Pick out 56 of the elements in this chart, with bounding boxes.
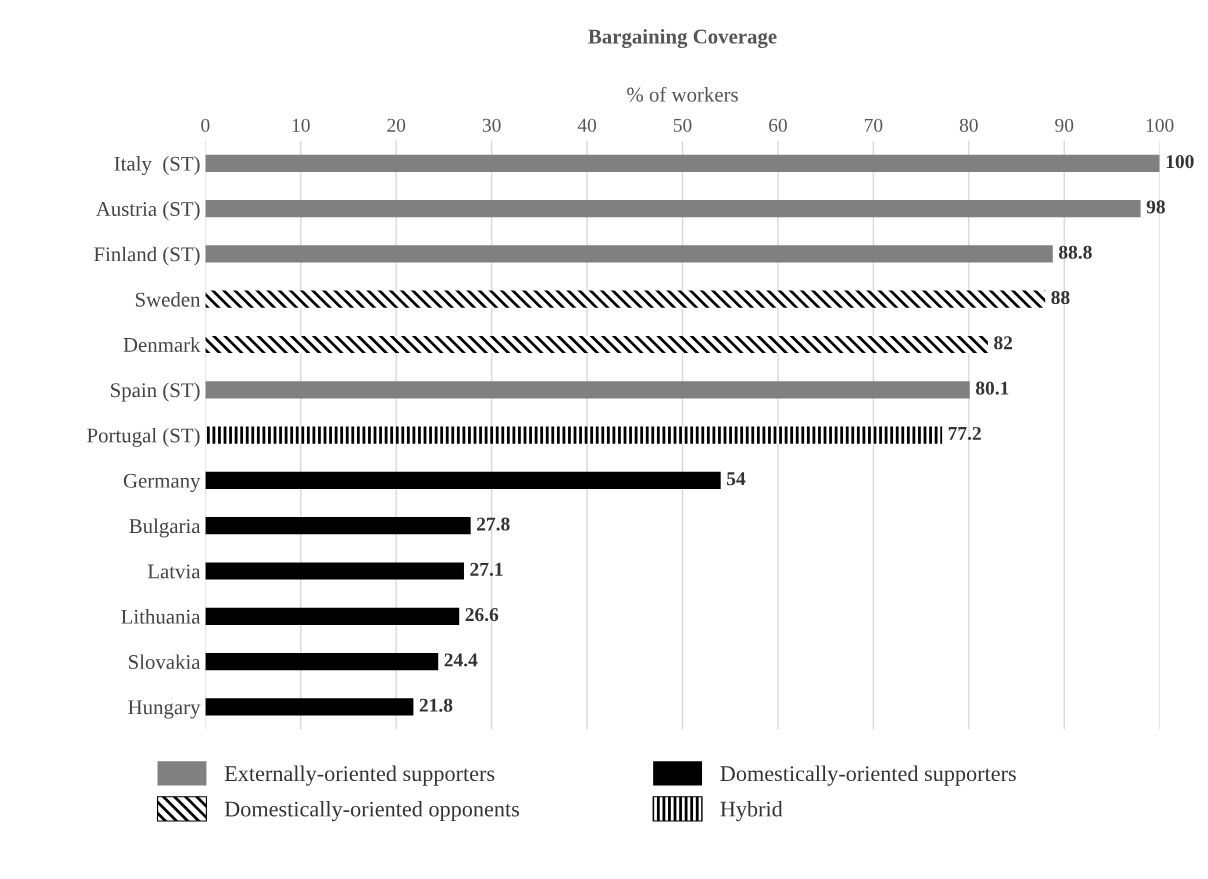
x-axis-title: % of workers bbox=[627, 86, 738, 102]
x-tick-label: 10 bbox=[292, 118, 310, 132]
bar bbox=[205, 471, 721, 490]
data-label: 88 bbox=[1051, 290, 1070, 305]
y-tick-label: Lithuania bbox=[121, 609, 201, 624]
bar bbox=[205, 154, 1160, 172]
data-label: 54 bbox=[727, 472, 746, 486]
bar bbox=[205, 698, 414, 716]
data-label: 88.8 bbox=[1059, 245, 1092, 259]
y-tick-label: Italy (ST) bbox=[114, 156, 200, 176]
x-tick-label: 50 bbox=[673, 118, 692, 132]
legend-label: Domestically-oriented opponents bbox=[224, 800, 519, 822]
y-tick-label: Bulgaria bbox=[129, 518, 201, 538]
y-tick-label: Finland (ST) bbox=[94, 246, 200, 266]
bar bbox=[205, 245, 1053, 263]
x-tick-label: 100 bbox=[1146, 118, 1174, 132]
x-tick-label: 90 bbox=[1055, 118, 1074, 132]
y-tick-label: Sweden bbox=[135, 291, 201, 307]
bar bbox=[205, 653, 439, 671]
legend-label: Hybrid bbox=[720, 800, 783, 822]
data-label: 77.2 bbox=[948, 426, 981, 441]
bar bbox=[205, 426, 943, 444]
data-label: 98 bbox=[1146, 200, 1165, 214]
bar bbox=[205, 517, 471, 535]
x-tick-label: 40 bbox=[577, 118, 597, 132]
data-label: 26.6 bbox=[465, 608, 499, 622]
data-label: 24.4 bbox=[444, 653, 478, 667]
data-label: 27.1 bbox=[470, 562, 503, 576]
y-tick-label: Spain (ST) bbox=[111, 382, 200, 402]
bar bbox=[205, 290, 1046, 308]
x-tick-label: 0 bbox=[201, 118, 210, 132]
y-tick-label: Portugal (ST) bbox=[87, 427, 200, 447]
y-tick-label: Austria (ST) bbox=[95, 201, 200, 221]
x-tick-label: 80 bbox=[959, 118, 978, 132]
bar bbox=[205, 381, 970, 399]
bar bbox=[205, 199, 1141, 218]
bar bbox=[205, 562, 464, 580]
x-tick-label: 70 bbox=[864, 118, 883, 132]
bar bbox=[205, 335, 988, 354]
x-tick-label: 60 bbox=[769, 118, 787, 132]
data-label: 21.8 bbox=[419, 698, 453, 712]
legend-label: Domestically-oriented supporters bbox=[720, 765, 1016, 786]
legend-label: Externally-oriented supporters bbox=[224, 765, 495, 786]
data-label: 82 bbox=[994, 336, 1013, 350]
x-tick-label: 20 bbox=[387, 118, 406, 132]
bar bbox=[205, 607, 460, 625]
chart-title: Bargaining Coverage bbox=[588, 28, 777, 49]
y-tick-label: Latvia bbox=[147, 564, 201, 579]
y-tick-label: Denmark bbox=[123, 337, 201, 352]
y-tick-label: Germany bbox=[123, 473, 201, 493]
y-tick-label: Hungary bbox=[128, 700, 201, 719]
x-tick-label: 30 bbox=[482, 118, 501, 132]
data-label: 80.1 bbox=[975, 381, 1009, 395]
y-tick-label: Slovakia bbox=[128, 654, 201, 670]
data-label: 27.8 bbox=[477, 517, 510, 531]
data-label: 100 bbox=[1166, 155, 1194, 169]
